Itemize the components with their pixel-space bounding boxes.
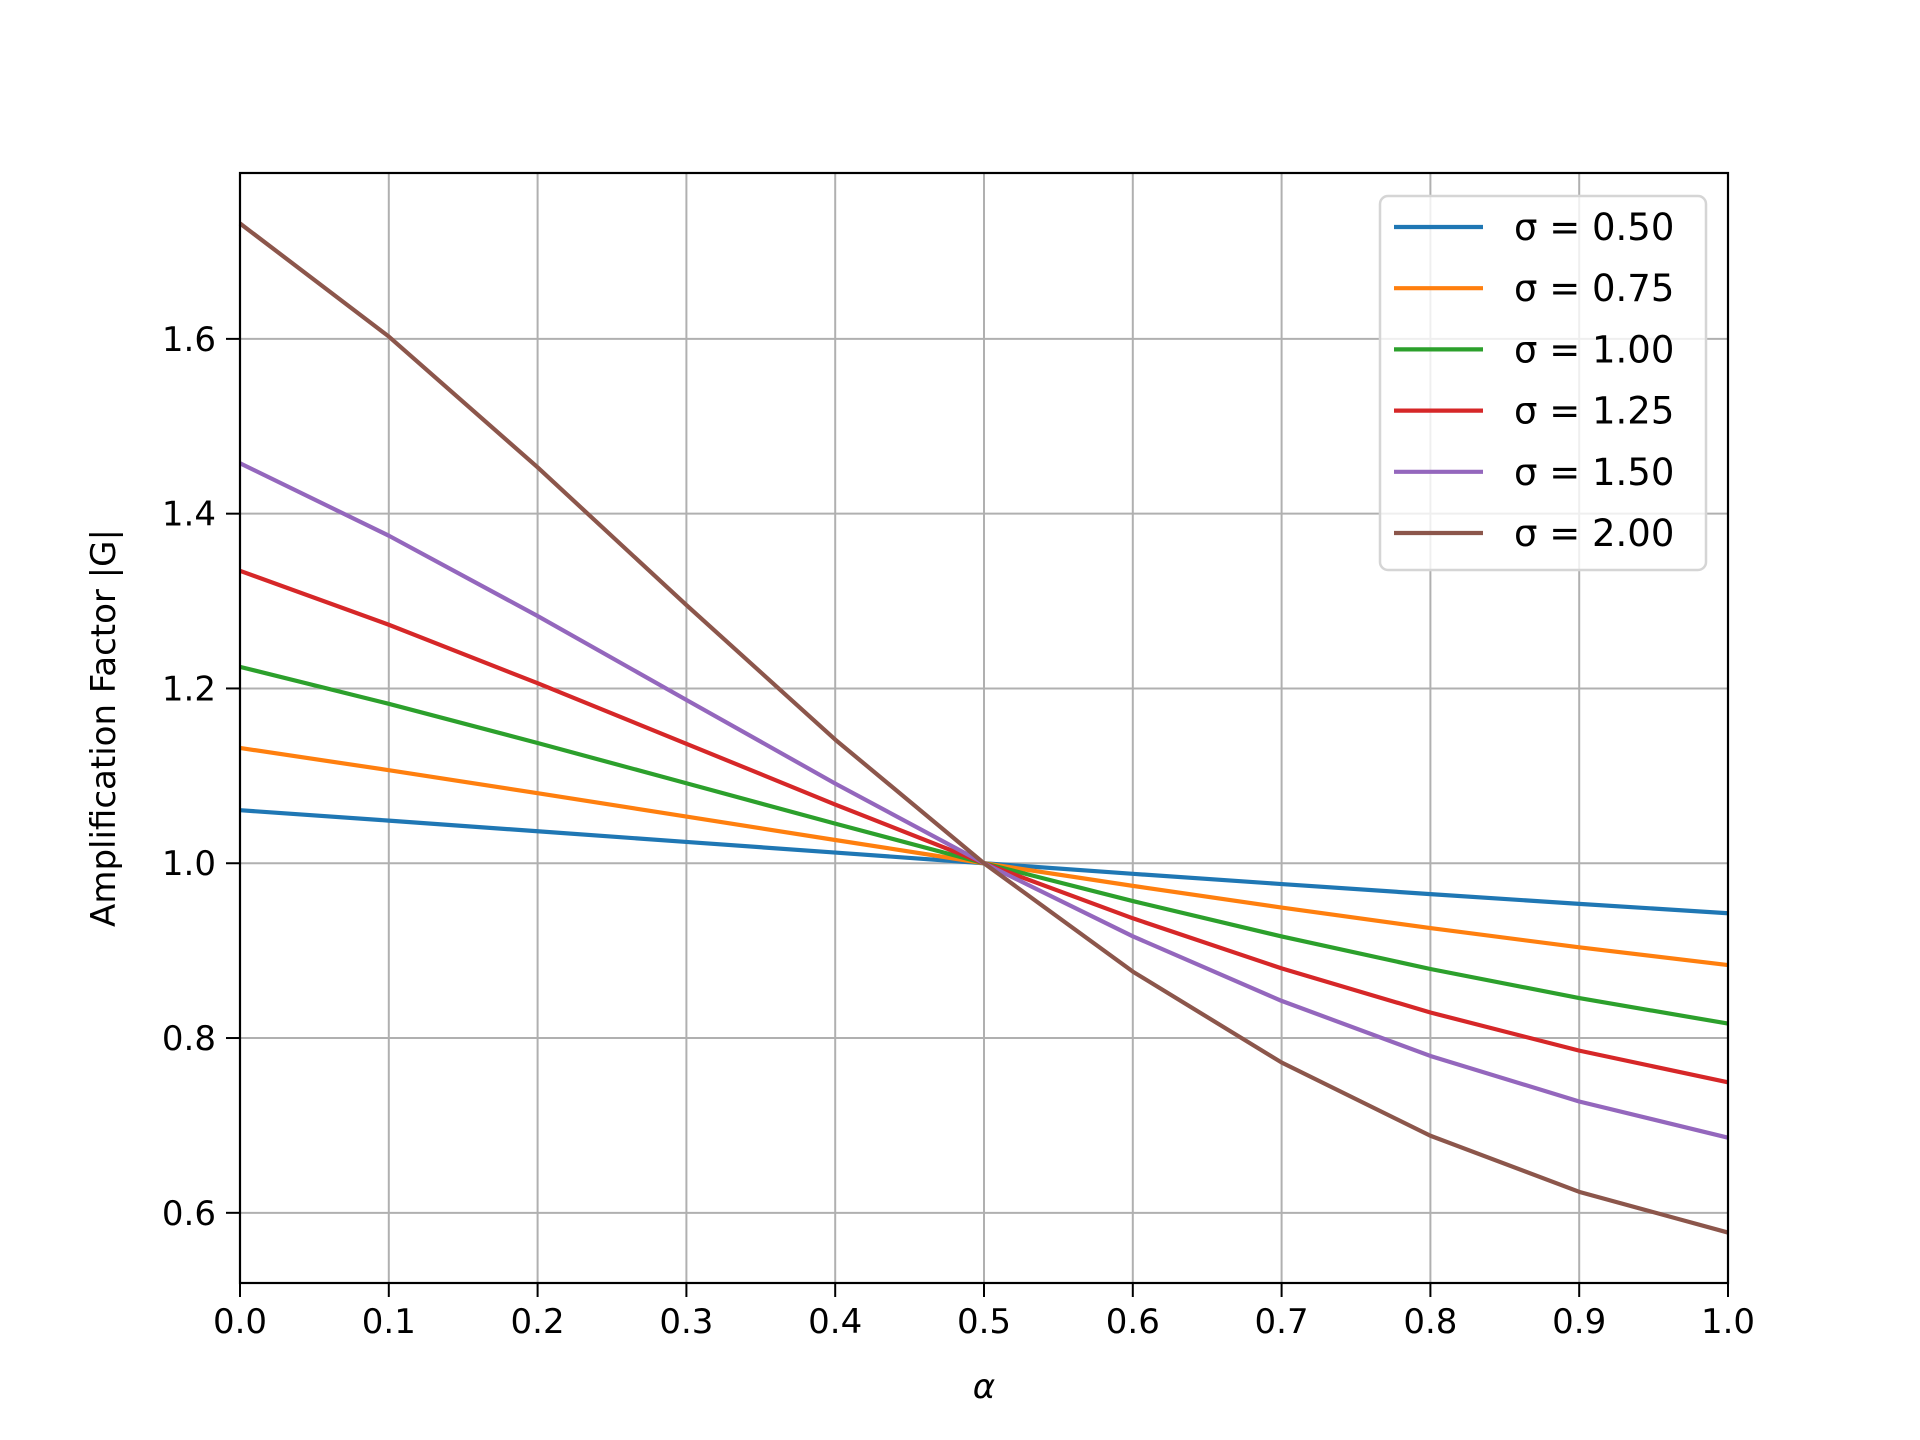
ticks: 0.0 0.1 0.2 0.3 0.4 0.5 0.6 0.7 0.8 0.9 1.0 0.6 0.8 1… bbox=[162, 320, 1755, 1342]
legend-label: σ = 1.50 bbox=[1514, 451, 1674, 494]
legend-label: σ = 0.50 bbox=[1514, 206, 1674, 249]
y-tick-label: 1.6 bbox=[162, 320, 216, 360]
x-tick-label: 1.0 bbox=[1701, 1302, 1755, 1342]
y-tick-label: 0.8 bbox=[162, 1019, 216, 1059]
y-axis-label: Amplification Factor |G| bbox=[84, 529, 124, 927]
legend-label: σ = 0.75 bbox=[1514, 267, 1674, 310]
x-tick-label: 0.7 bbox=[1255, 1302, 1309, 1342]
y-tick-label: 1.0 bbox=[162, 844, 216, 884]
x-axis-label: α bbox=[973, 1367, 995, 1407]
legend-label: σ = 2.00 bbox=[1514, 512, 1674, 555]
x-tick-label: 0.6 bbox=[1106, 1302, 1160, 1342]
x-tick-label: 0.5 bbox=[957, 1302, 1011, 1342]
x-tick-label: 0.9 bbox=[1552, 1302, 1606, 1342]
x-tick-label: 0.1 bbox=[362, 1302, 416, 1342]
legend-label: σ = 1.00 bbox=[1514, 328, 1674, 371]
x-tick-label: 0.4 bbox=[808, 1302, 862, 1342]
x-tick-label: 0.0 bbox=[213, 1302, 267, 1342]
x-tick-label: 0.2 bbox=[511, 1302, 565, 1342]
legend: σ = 0.50 σ = 0.75 σ = 1.00 σ = 1.25 σ = 1.50… bbox=[1378, 194, 1708, 572]
y-tick-label: 1.2 bbox=[162, 669, 216, 709]
series-lines bbox=[238, 221, 1729, 1235]
legend-label: σ = 1.25 bbox=[1514, 390, 1674, 433]
y-tick-label: 0.6 bbox=[162, 1194, 216, 1234]
y-tick-label: 1.4 bbox=[162, 495, 216, 535]
x-tick-label: 0.3 bbox=[659, 1302, 713, 1342]
series-line bbox=[238, 221, 1729, 1235]
x-tick-label: 0.8 bbox=[1403, 1302, 1457, 1342]
